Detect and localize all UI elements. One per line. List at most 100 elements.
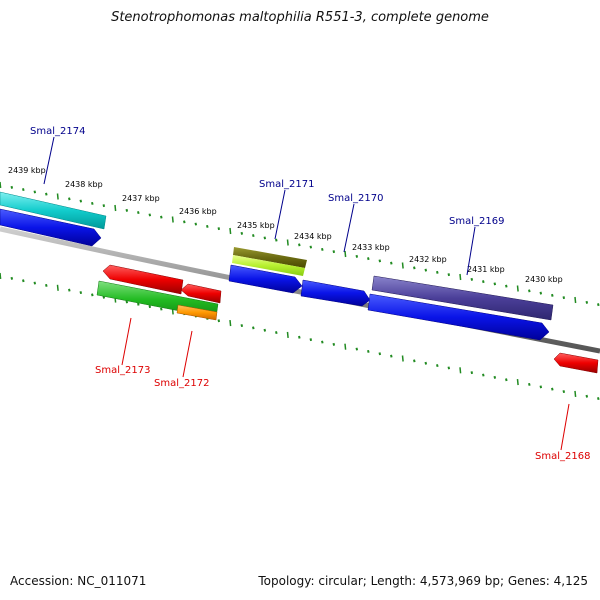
minor-tick <box>505 378 508 382</box>
minor-tick <box>33 281 37 285</box>
minor-tick <box>125 208 129 212</box>
minor-tick <box>91 201 94 205</box>
minor-tick <box>585 300 589 304</box>
major-tick <box>344 343 347 350</box>
minor-tick <box>79 199 83 203</box>
minor-tick <box>22 188 25 192</box>
gene-arrow-olive[interactable] <box>233 247 307 268</box>
gene-label[interactable]: Smal_2170 <box>328 193 383 204</box>
minor-tick <box>424 268 428 272</box>
minor-tick <box>309 338 313 342</box>
major-tick <box>401 262 404 269</box>
minor-tick <box>160 307 163 311</box>
minor-tick <box>275 238 278 242</box>
map-title: Stenotrophomonas maltophilia R551-3, com… <box>111 10 489 25</box>
gene-arrow-red[interactable] <box>180 283 222 304</box>
gene-arrow-blue[interactable] <box>0 208 102 247</box>
minor-tick <box>217 227 221 231</box>
minor-tick <box>183 220 186 224</box>
upper-tick-row <box>0 181 600 307</box>
major-tick <box>286 239 289 246</box>
gene-arrow-cyan[interactable] <box>0 191 107 230</box>
minor-tick <box>528 289 531 293</box>
major-tick <box>459 367 462 374</box>
gene-label[interactable]: Smal_2169 <box>449 216 504 227</box>
major-tick <box>114 204 117 212</box>
major-tick <box>401 355 404 362</box>
minor-tick <box>482 373 485 377</box>
forward-genes <box>0 191 554 341</box>
minor-tick <box>528 382 531 386</box>
minor-tick <box>148 305 152 309</box>
minor-tick <box>470 371 474 375</box>
minor-tick <box>447 273 451 277</box>
minor-tick <box>367 349 370 353</box>
minor-tick <box>447 366 451 370</box>
tick-label: 2439 kbp <box>8 166 46 175</box>
tick-label: 2437 kbp <box>122 194 160 203</box>
major-tick <box>56 193 59 200</box>
minor-tick <box>321 247 324 251</box>
minor-tick <box>206 224 209 228</box>
gene-label[interactable]: Smal_2171 <box>259 179 314 190</box>
gene-arrow-red[interactable] <box>553 352 599 374</box>
minor-tick <box>551 387 554 391</box>
minor-tick <box>378 259 382 263</box>
gene-label[interactable]: Smal_2174 <box>30 126 85 137</box>
minor-tick <box>367 257 370 261</box>
minor-tick <box>263 236 267 240</box>
minor-tick <box>390 354 393 358</box>
major-tick <box>56 284 59 291</box>
minor-tick <box>240 324 244 328</box>
gene-arrow-indigo[interactable] <box>371 275 554 321</box>
scale-labels: 2439 kbp 2438 kbp 2437 kbp 2436 kbp 2435… <box>8 166 563 284</box>
minor-tick <box>309 245 313 249</box>
tick-label: 2436 kbp <box>179 207 217 216</box>
gene-arrow-lime[interactable] <box>232 255 305 276</box>
major-tick <box>286 331 289 338</box>
minor-tick <box>355 254 359 258</box>
genome-summary-text: Topology: circular; Length: 4,573,969 bp… <box>258 574 588 588</box>
tick-label: 2432 kbp <box>409 255 447 264</box>
minor-tick <box>240 231 244 235</box>
gene-arrow-red[interactable] <box>102 264 184 295</box>
major-tick <box>516 285 519 292</box>
minor-tick <box>321 340 324 344</box>
minor-tick <box>10 276 14 280</box>
gene-label[interactable]: Smal_2172 <box>154 378 209 389</box>
tick-label: 2433 kbp <box>352 243 390 252</box>
reverse-genes <box>96 264 599 374</box>
minor-tick <box>10 185 14 189</box>
minor-tick <box>102 204 106 208</box>
minor-tick <box>33 190 37 194</box>
minor-tick <box>252 234 255 238</box>
major-tick <box>516 379 519 386</box>
major-tick <box>0 272 2 280</box>
minor-tick <box>436 364 439 368</box>
minor-tick <box>505 284 508 288</box>
minor-tick <box>539 385 543 389</box>
tick-label: 2434 kbp <box>294 232 332 241</box>
minor-tick <box>562 296 566 300</box>
gene-labels: Smal_2174 Smal_2171 Smal_2170 Smal_2169 … <box>30 126 590 462</box>
tick-label: 2430 kbp <box>525 275 563 284</box>
minor-tick <box>378 352 382 356</box>
gene-arrow-orange[interactable] <box>176 304 218 321</box>
minor-tick <box>148 213 152 217</box>
minor-tick <box>137 302 140 306</box>
major-tick <box>574 390 577 397</box>
minor-tick <box>597 397 600 401</box>
gene-arrow-blue[interactable] <box>367 293 550 341</box>
gene-arrow-blue[interactable] <box>228 264 303 294</box>
minor-tick <box>194 222 198 226</box>
gene-arrow-blue[interactable] <box>300 279 371 307</box>
lower-tick-row <box>0 272 600 401</box>
gene-label[interactable]: Smal_2173 <box>95 365 150 376</box>
minor-tick <box>482 280 485 284</box>
minor-tick <box>217 319 221 323</box>
minor-tick <box>355 347 359 351</box>
gene-label[interactable]: Smal_2168 <box>535 451 590 462</box>
minor-tick <box>413 359 416 363</box>
tick-label: 2431 kbp <box>467 265 505 274</box>
